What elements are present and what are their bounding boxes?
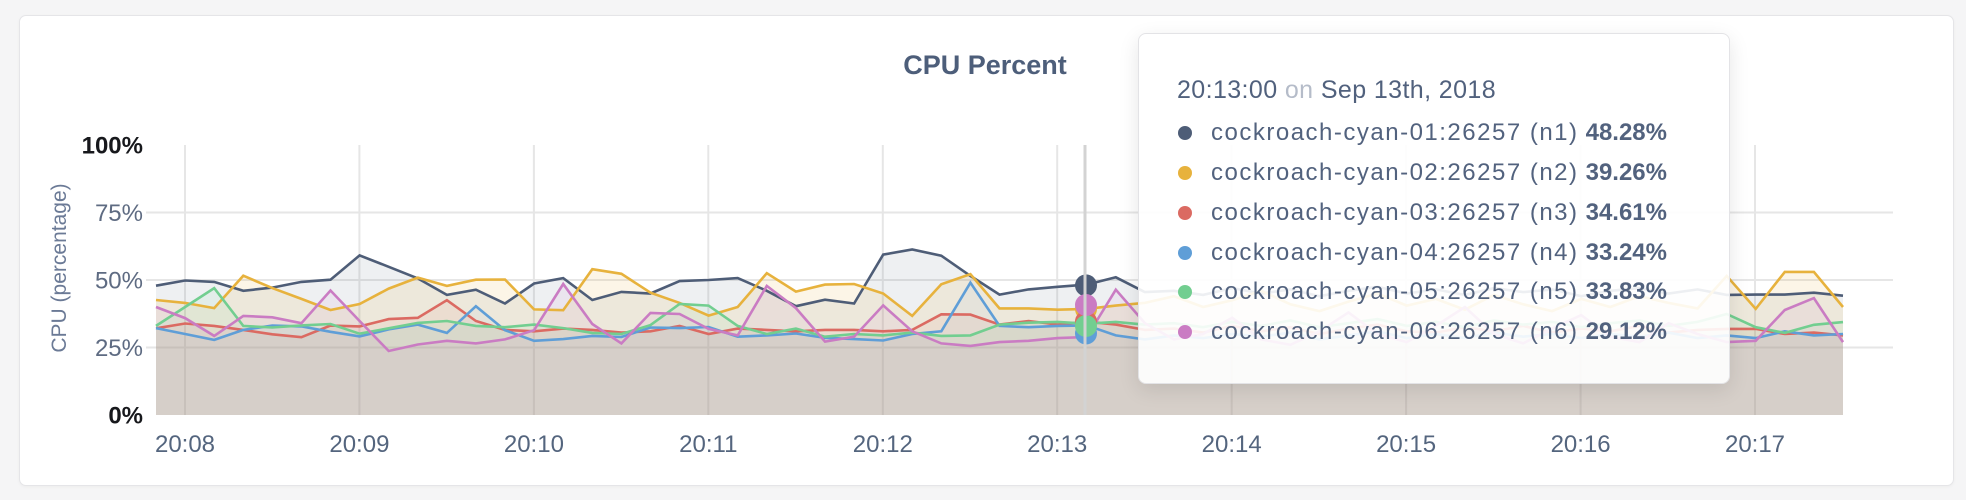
svg-text:100%: 100% bbox=[82, 133, 143, 160]
svg-text:20:09: 20:09 bbox=[329, 431, 389, 458]
svg-text:0%: 0% bbox=[108, 403, 143, 430]
svg-text:50%: 50% bbox=[95, 268, 143, 295]
svg-text:20:15: 20:15 bbox=[1376, 431, 1436, 458]
svg-text:CPU Percent: CPU Percent bbox=[903, 50, 1067, 80]
svg-text:20:08: 20:08 bbox=[155, 431, 215, 458]
svg-text:20:14: 20:14 bbox=[1202, 431, 1262, 458]
svg-text:20:10: 20:10 bbox=[504, 431, 564, 458]
svg-text:20:12: 20:12 bbox=[853, 431, 913, 458]
svg-text:20:11: 20:11 bbox=[679, 431, 737, 458]
svg-text:20:17: 20:17 bbox=[1725, 431, 1785, 458]
svg-text:75%: 75% bbox=[95, 200, 143, 227]
svg-text:20:16: 20:16 bbox=[1551, 431, 1611, 458]
svg-text:20:13: 20:13 bbox=[1027, 431, 1087, 458]
svg-text:CPU (percentage): CPU (percentage) bbox=[48, 183, 71, 352]
svg-text:25%: 25% bbox=[95, 335, 143, 362]
